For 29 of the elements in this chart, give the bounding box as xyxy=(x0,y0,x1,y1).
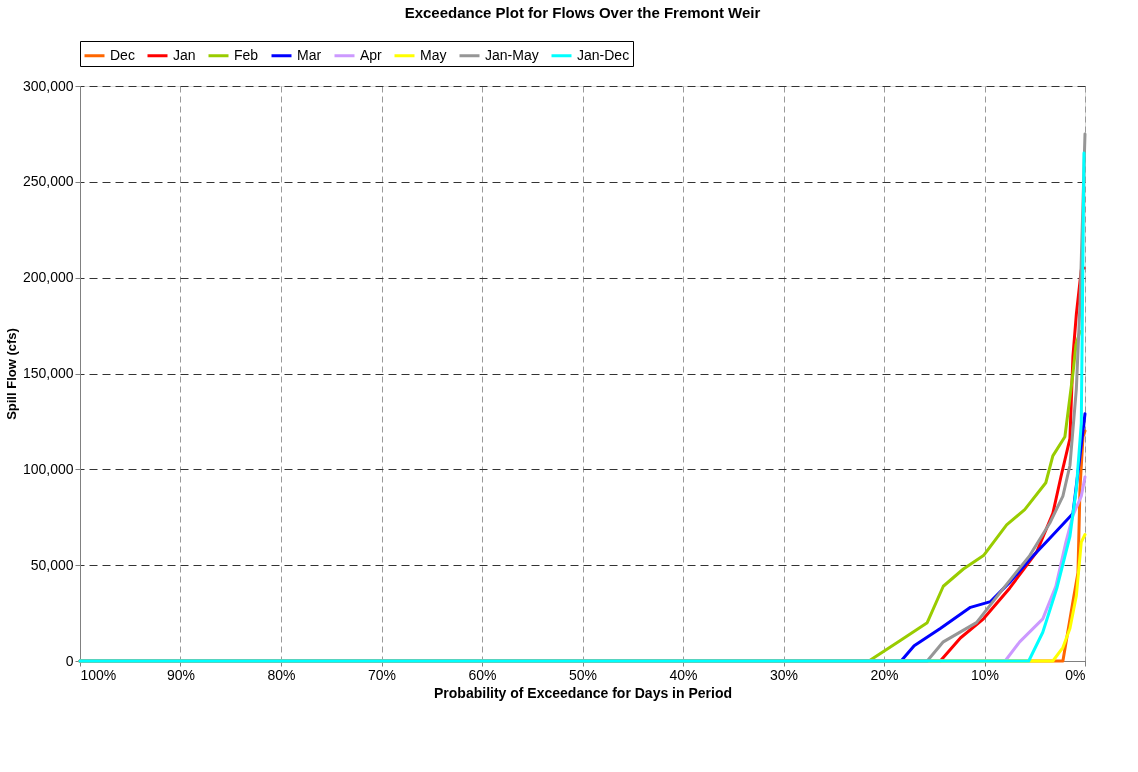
legend-label: Mar xyxy=(297,46,322,63)
y-tick-label: 50,000 xyxy=(30,556,74,573)
x-tick-label: 30% xyxy=(769,666,799,683)
x-tick-label: 90% xyxy=(166,666,196,683)
y-tick-label: 300,000 xyxy=(22,77,74,94)
legend-label: Dec xyxy=(110,46,135,63)
y-tick-label: 250,000 xyxy=(22,173,74,190)
y-tick-label: 100,000 xyxy=(22,460,74,477)
x-tick-label: 60% xyxy=(468,666,497,683)
legend-label: May xyxy=(420,46,447,63)
legend-label: Jan xyxy=(173,46,196,63)
legend-label: Jan-May xyxy=(485,46,539,63)
legend-label: Jan-Dec xyxy=(577,46,630,63)
x-tick-label: 20% xyxy=(870,666,899,683)
x-tick-label: 40% xyxy=(669,666,698,683)
y-axis-title: Spill Flow (cfs) xyxy=(3,328,19,420)
legend-label: Feb xyxy=(234,46,259,63)
x-tick-label: 10% xyxy=(970,666,1000,683)
x-tick-label: 80% xyxy=(267,666,296,683)
y-tick-label: 200,000 xyxy=(22,269,74,286)
x-tick-label: 0% xyxy=(1065,666,1086,683)
y-tick-label: 0 xyxy=(65,652,74,669)
x-tick-label: 100% xyxy=(80,666,117,683)
x-tick-label: 50% xyxy=(568,666,598,683)
x-axis-title: Probability of Exceedance for Days in Period xyxy=(434,684,732,701)
chart-title: Exceedance Plot for Flows Over the Fremont Weir xyxy=(404,3,761,21)
legend-label: Apr xyxy=(360,46,383,63)
x-tick-label: 70% xyxy=(367,666,397,683)
y-tick-label: 150,000 xyxy=(22,365,74,381)
